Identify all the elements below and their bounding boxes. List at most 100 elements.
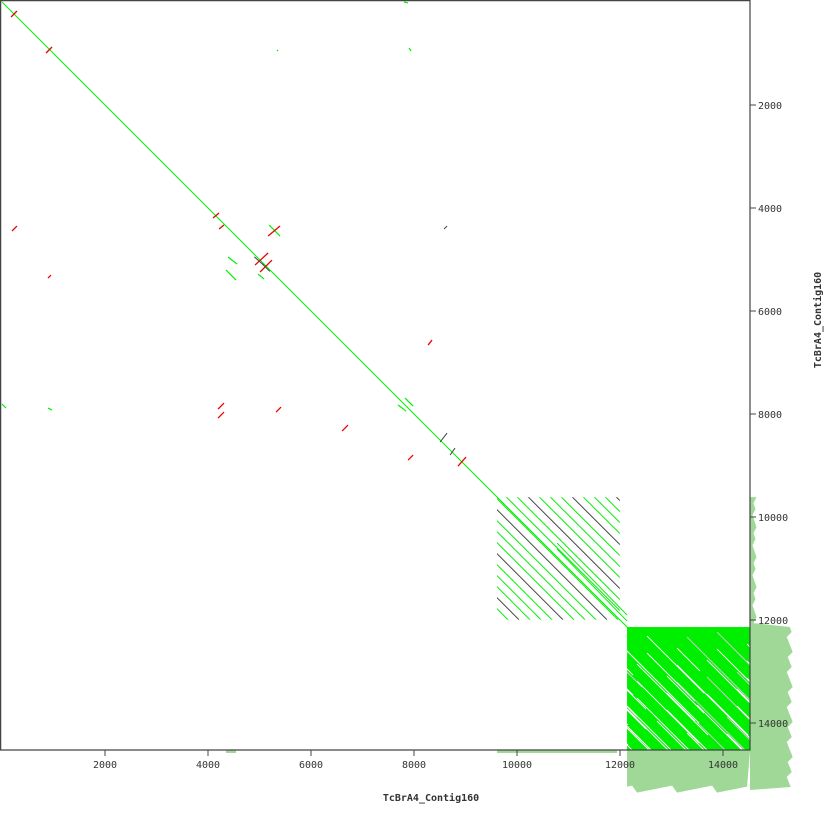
gap-segment [666,709,708,751]
y-tick-label: 10000 [758,513,788,524]
hatch-segment [604,497,620,513]
hatch-segment [497,520,597,620]
dense-block-gaps [507,627,830,809]
x-tick-label: 10000 [502,760,532,771]
hatch-segment [497,509,608,620]
gap-segment [627,744,633,751]
plot-frame [0,0,751,751]
gap-segment [676,664,751,739]
reverse-segment [217,402,225,410]
hatch-segment [497,498,619,620]
forward-segment [47,407,53,411]
reverse-segment [427,339,433,346]
forward-segment [397,404,407,412]
y-tick-label: 4000 [758,204,782,215]
gap-segment [666,692,696,722]
dark-segment [449,447,456,456]
reverse-segment [212,212,220,219]
hatch-segment [582,497,620,535]
gap-segment [636,663,709,736]
coverage-histograms [226,497,793,793]
hatched-repeat-block [497,497,620,620]
y-axis-label: TcBrA4_Contig160 [812,272,824,368]
x-coverage-bar [497,750,617,753]
x-axis-label: TcBrA4_Contig160 [383,792,479,804]
forward-segment [257,273,265,280]
gap-segment [716,631,751,666]
x-tick-label: 12000 [605,760,635,771]
gap-segment [627,725,652,751]
gap-segment [706,693,749,736]
hatch-segment [560,497,620,557]
gap-segment [686,636,751,701]
gap-segment [636,697,690,751]
dark-segment [443,225,448,230]
gap-segment [627,709,647,730]
reverse-segment [275,406,282,413]
gap-segment [627,708,669,751]
y-coverage-histogram [750,497,793,790]
gap-segment [627,743,629,746]
gap-segment [627,668,634,676]
gap-segment [627,727,650,751]
gap-segment [726,733,744,751]
gap-segment [547,645,571,669]
hatch-segment [615,497,620,502]
gap-segment [627,705,672,751]
hatch-segment [538,497,620,579]
gap-segment [716,648,751,683]
hatch-segment [497,608,509,620]
forward-segment [1,403,7,409]
hatch-segment [549,497,620,568]
gap-segment [636,680,700,744]
forward-segment [225,269,237,281]
gap-segment [627,650,700,724]
gap-segment [706,676,751,721]
reverse-segment [47,274,52,279]
main-diagonal [1,1,752,752]
hatch-segment [593,497,620,524]
gap-segment [676,647,701,672]
forward-segment [408,47,412,52]
hatch-segment [497,531,586,620]
hatch-segment [497,542,575,620]
gap-segment [507,627,527,647]
gap-segment [646,635,705,694]
reverse-segment [254,252,269,266]
hatch-segment [497,597,520,620]
reverse-segment [407,454,414,461]
hatch-segment [527,497,620,590]
reverse-segment [11,225,18,232]
gap-segment [627,671,643,688]
hatch-segment [497,564,553,620]
gap-segment [807,702,830,767]
reverse-segment [218,224,225,230]
hatch-segment [505,497,620,612]
reverse-segment [259,259,273,273]
gap-segment [797,730,830,809]
y-tick-label: 14000 [758,719,788,730]
gap-segment [627,688,634,696]
x-coverage-bar [226,750,236,753]
gap-segment [517,633,575,691]
gap-segment [627,689,647,710]
reverse-segment [267,225,281,237]
alignment-marks [1,1,830,809]
forward-segment [403,1,409,4]
y-axis-ticks: 2000 4000 6000 8000 10000 12000 14000 [750,101,788,730]
y-tick-label: 12000 [758,616,788,627]
hatch-segment [497,575,542,620]
gap-segment [676,681,746,751]
dark-segment [261,263,271,272]
x-tick-label: 6000 [299,760,323,771]
gap-segment [537,656,584,703]
y-tick-label: 8000 [758,410,782,421]
gap-segment [656,720,687,751]
reverse-segment [341,424,349,432]
forward-segment [276,49,279,52]
gap-segment [666,675,705,714]
gap-segment [627,723,629,726]
x-tick-label: 8000 [402,760,426,771]
gap-segment [627,726,638,738]
